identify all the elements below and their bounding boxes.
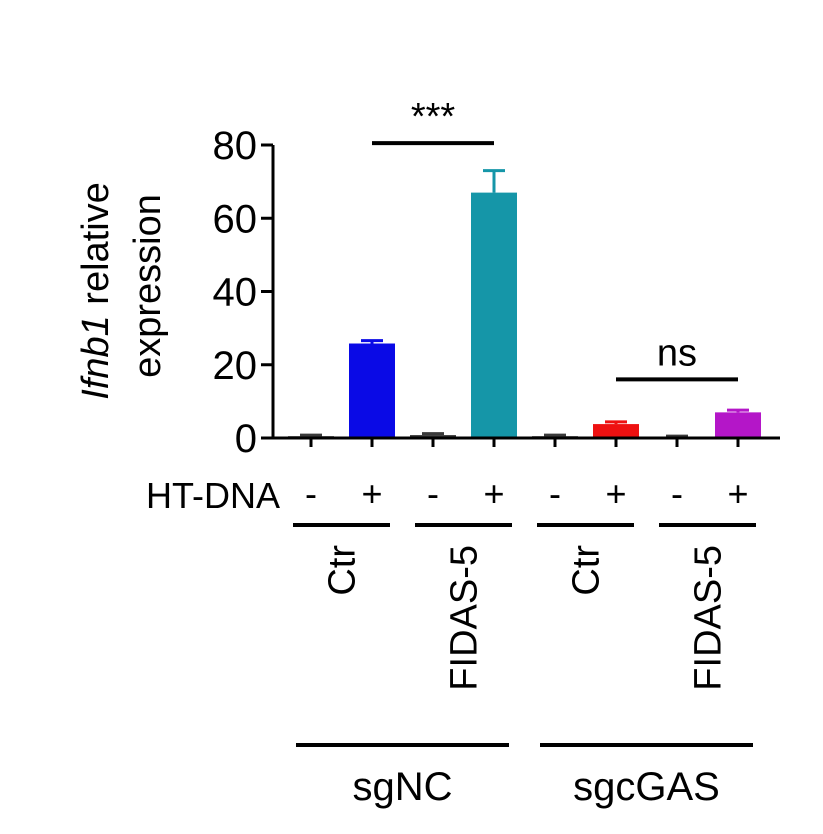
bar — [349, 343, 395, 438]
bar — [471, 192, 517, 438]
significance-label: ns — [657, 332, 697, 374]
group-label: sgcGAS — [573, 765, 720, 809]
treatment-sign: + — [483, 473, 504, 514]
bar — [715, 412, 761, 438]
treatment-sign: - — [427, 473, 439, 514]
treatment-sign: + — [361, 473, 382, 514]
group-labels: sgNC sgcGAS — [296, 743, 753, 809]
y-axis-label-line1: Ifnb1 relative — [75, 182, 117, 400]
y-tick-label: 60 — [213, 197, 258, 241]
bar — [593, 424, 639, 438]
y-axis: 0 20 40 60 80 — [213, 124, 275, 461]
treatment-label: HT-DNA — [146, 475, 280, 516]
y-axis-label-rest: relative — [75, 182, 117, 315]
treatment-sign: - — [305, 473, 317, 514]
significance-label: *** — [411, 96, 456, 138]
condition-label: FIDAS-5 — [444, 545, 486, 691]
bars — [288, 169, 761, 439]
y-tick-label: 40 — [213, 271, 258, 315]
treatment-sign: - — [549, 473, 561, 514]
condition-label: Ctr — [566, 545, 608, 596]
y-tick-label: 0 — [235, 417, 257, 461]
treatment-sign: - — [671, 473, 683, 514]
group-label: sgNC — [352, 765, 452, 809]
y-axis-label: Ifnb1 relative expression — [75, 182, 169, 400]
treatment-row: HT-DNA - + - + - + - + — [146, 473, 749, 516]
significance-annotations: *** ns — [372, 96, 738, 382]
condition-labels: Ctr FIDAS-5 Ctr FIDAS-5 — [293, 523, 756, 691]
treatment-sign: + — [605, 473, 626, 514]
y-tick-label: 80 — [213, 124, 258, 168]
treatment-sign: + — [727, 473, 748, 514]
y-tick-label: 20 — [213, 344, 258, 388]
x-axis — [273, 436, 780, 447]
condition-label: FIDAS-5 — [688, 545, 730, 691]
y-axis-label-gene: Ifnb1 — [75, 315, 117, 400]
condition-label: Ctr — [322, 545, 364, 596]
y-axis-label-line2: expression — [127, 194, 169, 378]
